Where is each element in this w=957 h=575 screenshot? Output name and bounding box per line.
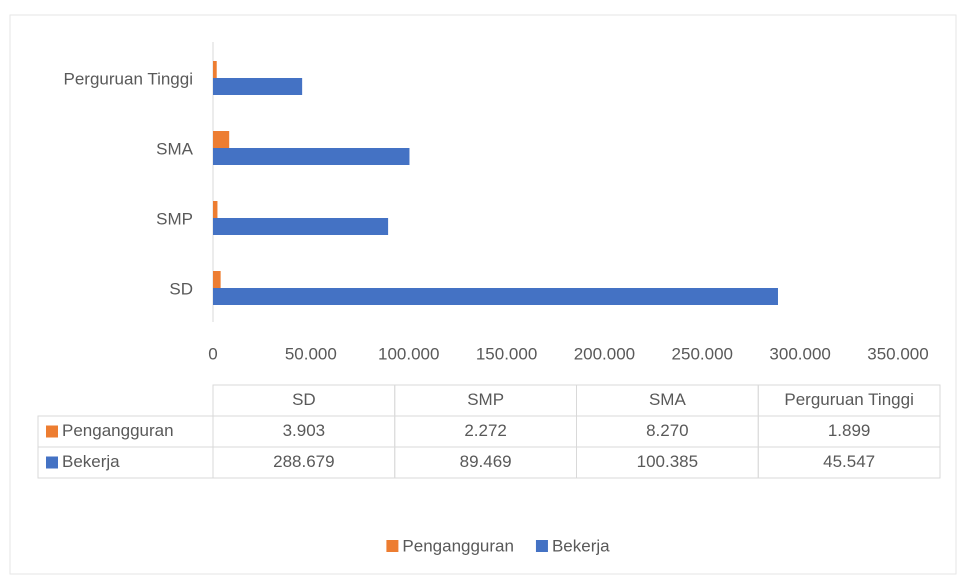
table-cell xyxy=(757,446,941,479)
table-row-label: Bekerja xyxy=(62,452,120,471)
table-value: 3.903 xyxy=(283,421,326,440)
y-tick-label: SD xyxy=(169,279,193,298)
legend-label: Bekerja xyxy=(552,536,610,555)
table-legend-key xyxy=(46,456,58,469)
y-tick-label: Perguruan Tinggi xyxy=(64,69,193,88)
bar xyxy=(213,218,389,235)
y-tick-label: SMA xyxy=(156,139,194,158)
table-row-label: Pengangguran xyxy=(62,421,174,440)
x-tick-label: 300.000 xyxy=(769,344,830,363)
table-value: 1.899 xyxy=(828,421,871,440)
x-tick-label: 100.000 xyxy=(378,344,439,363)
bar xyxy=(213,271,221,288)
table-header: SMP xyxy=(467,390,504,409)
legend: Pengangguran Bekerja xyxy=(386,536,610,555)
table-legend-key xyxy=(46,425,58,438)
bar xyxy=(213,78,303,95)
table-value: 8.270 xyxy=(646,421,689,440)
x-tick-label: 0 xyxy=(208,344,217,363)
x-tick-label: 250.000 xyxy=(672,344,733,363)
table-header: SD xyxy=(292,390,316,409)
table-header: SMA xyxy=(649,390,687,409)
bar xyxy=(213,61,217,78)
y-tick-label: SMP xyxy=(156,209,193,228)
bar xyxy=(213,131,230,148)
table-value: 89.469 xyxy=(460,452,512,471)
table-value: 288.679 xyxy=(273,452,334,471)
table-value: 45.547 xyxy=(823,452,875,471)
x-tick-label: 50.000 xyxy=(285,344,337,363)
x-tick-label: 150.000 xyxy=(476,344,537,363)
bar xyxy=(213,148,410,165)
table-header: Perguruan Tinggi xyxy=(784,390,913,409)
legend-key xyxy=(386,540,399,552)
bar xyxy=(213,288,778,305)
x-tick-label: 350.000 xyxy=(867,344,928,363)
table-value: 100.385 xyxy=(637,452,698,471)
legend-key xyxy=(535,540,548,552)
bar xyxy=(213,201,218,218)
chart-frame xyxy=(9,14,957,575)
x-tick-label: 200.000 xyxy=(574,344,635,363)
table-value: 2.272 xyxy=(464,421,507,440)
legend-label: Pengangguran xyxy=(402,536,514,555)
